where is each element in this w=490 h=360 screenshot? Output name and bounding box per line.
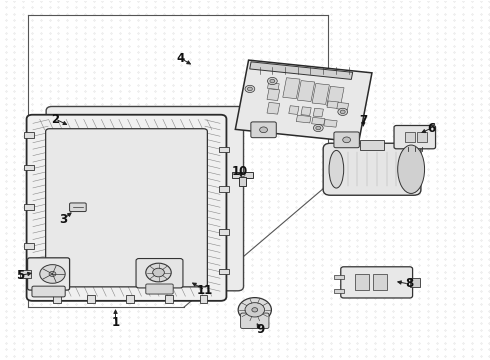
Bar [360,140,384,150]
Bar [334,289,343,293]
Ellipse shape [398,145,424,193]
Bar [87,295,95,303]
Bar [20,270,31,278]
Polygon shape [313,108,323,117]
FancyBboxPatch shape [27,258,70,290]
Circle shape [343,137,350,143]
FancyBboxPatch shape [26,115,226,301]
FancyBboxPatch shape [323,143,421,195]
Circle shape [338,108,347,116]
Text: 8: 8 [405,278,413,291]
Circle shape [268,77,277,85]
Bar [232,172,253,178]
Polygon shape [283,78,300,99]
Circle shape [245,85,255,93]
Text: 3: 3 [59,213,67,226]
Polygon shape [268,83,279,89]
Circle shape [252,308,258,312]
Text: 10: 10 [232,165,248,177]
Bar [53,295,61,303]
Bar [24,165,34,170]
Circle shape [153,268,164,277]
Circle shape [316,126,321,130]
FancyBboxPatch shape [394,126,436,149]
Polygon shape [296,115,311,123]
FancyBboxPatch shape [46,107,244,291]
FancyBboxPatch shape [70,203,86,212]
Bar [405,132,415,142]
Bar [219,147,229,152]
Bar [24,132,34,138]
Polygon shape [324,120,337,127]
Bar [417,132,427,142]
Circle shape [238,298,271,322]
Bar [126,295,134,303]
Bar [355,274,368,290]
Circle shape [314,125,323,132]
Bar [373,274,387,290]
Bar [219,269,229,274]
Bar [24,204,34,210]
Bar [334,275,343,279]
Circle shape [146,263,171,282]
Circle shape [247,87,252,91]
Polygon shape [327,86,344,107]
Text: 9: 9 [256,323,265,336]
Text: 4: 4 [176,51,185,64]
Circle shape [245,303,265,317]
Bar [165,295,173,303]
Bar [24,272,34,278]
Text: 7: 7 [359,114,368,127]
Circle shape [340,110,345,114]
Polygon shape [250,62,353,80]
FancyBboxPatch shape [136,258,183,288]
Bar [410,278,420,287]
Ellipse shape [329,150,343,188]
Circle shape [49,271,56,276]
FancyBboxPatch shape [146,284,173,294]
Polygon shape [267,89,280,100]
Polygon shape [312,117,325,125]
Circle shape [260,127,268,133]
FancyBboxPatch shape [46,129,207,287]
Text: 1: 1 [111,316,120,329]
Polygon shape [235,60,372,142]
Text: 2: 2 [51,113,59,126]
Polygon shape [312,84,329,104]
Bar [199,295,207,303]
Circle shape [270,79,275,83]
Bar [219,229,229,235]
Polygon shape [267,102,280,114]
FancyBboxPatch shape [251,122,276,138]
FancyBboxPatch shape [241,313,269,328]
Circle shape [240,173,245,177]
Circle shape [40,265,65,283]
Bar [24,243,34,249]
Polygon shape [337,102,349,110]
Polygon shape [297,81,315,102]
Polygon shape [289,106,299,114]
Bar [239,177,246,186]
Bar [219,186,229,192]
Text: 6: 6 [427,122,436,135]
FancyBboxPatch shape [32,286,65,297]
Polygon shape [301,107,311,116]
Text: 11: 11 [197,284,213,297]
FancyBboxPatch shape [334,132,359,148]
Polygon shape [327,101,339,108]
FancyBboxPatch shape [341,267,413,298]
Text: 5: 5 [16,269,24,282]
